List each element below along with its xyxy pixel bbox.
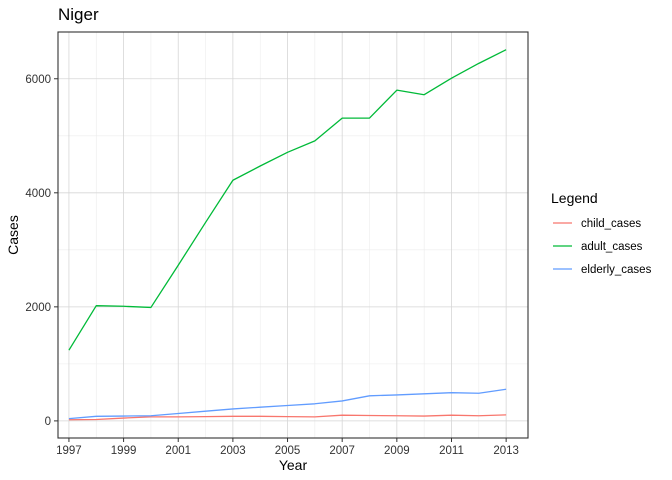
x-tick-label: 2001 <box>165 445 191 457</box>
x-tick-label: 2011 <box>439 445 464 457</box>
y-tick-label: 6000 <box>25 74 51 86</box>
x-axis-title: Year <box>279 457 308 473</box>
y-axis-title: Cases <box>5 215 21 255</box>
series-line-elderly-cases <box>68 388 507 420</box>
y-tick-label: 4000 <box>25 188 51 200</box>
series-line-adult-cases <box>68 49 507 351</box>
series-lines <box>68 49 507 421</box>
plot-panel <box>57 31 529 439</box>
series-line-child-cases <box>68 414 507 421</box>
chart-title: Niger <box>58 5 99 24</box>
x-tick-label: 2005 <box>275 445 301 457</box>
legend-label: elderly_cases <box>581 264 652 276</box>
legend-label: adult_cases <box>581 241 643 253</box>
x-tick-label: 1997 <box>56 445 82 457</box>
x-tick-label: 1999 <box>111 445 137 457</box>
axes: 1997 1999 2001 2003 2005 2007 2009 2011 2013 0 200… <box>25 74 519 457</box>
plot-grid <box>58 32 528 438</box>
x-tick-label: 2003 <box>220 445 246 457</box>
x-tick-label: 2007 <box>329 445 355 457</box>
x-tick-label: 2009 <box>384 445 410 457</box>
legend-label: child_cases <box>581 218 641 230</box>
y-tick-label: 2000 <box>25 302 51 314</box>
legend-title: Legend <box>551 190 598 206</box>
x-tick-label: 2013 <box>493 445 519 457</box>
legend: Legend child_cases adult_cases elderly_cas… <box>551 190 652 276</box>
y-tick-label: 0 <box>45 416 51 428</box>
